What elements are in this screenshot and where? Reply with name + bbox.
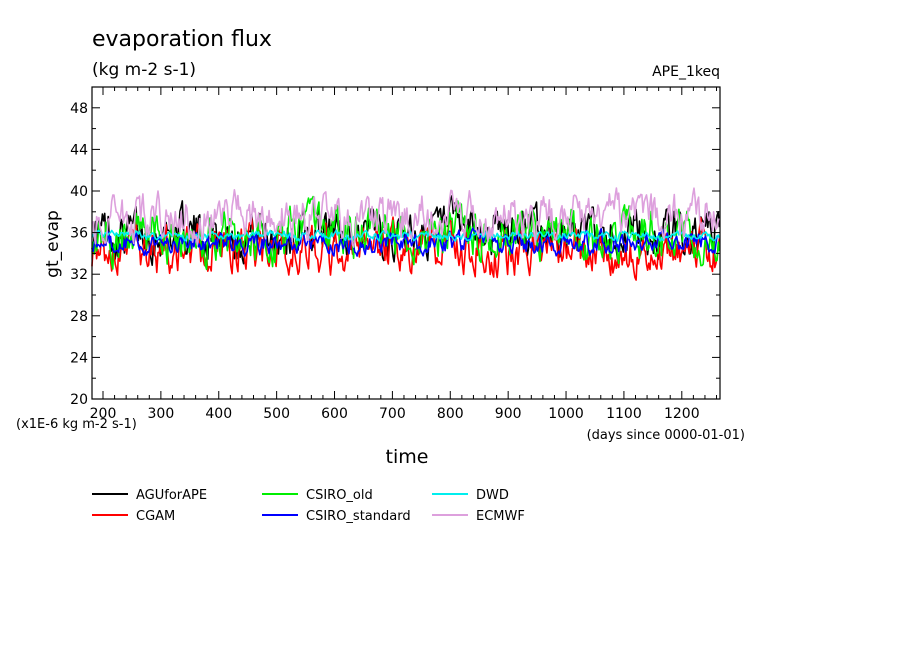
y-tick-label: 36 xyxy=(70,226,88,242)
axis-ticks xyxy=(92,86,720,400)
series-line-ecmwf xyxy=(91,187,721,248)
x-tick-label: 500 xyxy=(263,406,290,422)
x-tick-label: 600 xyxy=(321,406,348,422)
y-tick-label: 40 xyxy=(70,184,88,200)
legend-label-ecmwf: ECMWF xyxy=(476,509,525,524)
x-tick-label: 900 xyxy=(495,406,522,422)
legend-label-csiro-old: CSIRO_old xyxy=(306,488,373,503)
x-axis-label: time xyxy=(386,446,429,468)
x-tick-label: 700 xyxy=(379,406,406,422)
series-line-dwd xyxy=(91,229,721,242)
y-tick-label: 28 xyxy=(70,309,88,325)
legend-label-cgam: CGAM xyxy=(136,509,175,524)
x-unit-note: (days since 0000-01-01) xyxy=(587,428,745,443)
run-label: APE_1keq xyxy=(652,64,720,80)
y-axis-label: gt_evap xyxy=(43,210,63,278)
series-lines xyxy=(91,187,721,281)
legend-label-aguforape: AGUforAPE xyxy=(136,488,207,503)
y-tick-label: 20 xyxy=(70,392,88,408)
legend-label-csiro-standard: CSIRO_standard xyxy=(306,509,411,524)
y-unit-note: (x1E-6 kg m-2 s-1) xyxy=(16,417,137,432)
x-tick-label: 1100 xyxy=(606,406,642,422)
chart-subtitle: (kg m-2 s-1) xyxy=(92,60,196,80)
legend-label-dwd: DWD xyxy=(476,488,509,503)
x-tick-label: 1000 xyxy=(548,406,584,422)
axis-tick-labels: 200 300 400 500 600 700 800 900 1000 1100 1200 20 24… xyxy=(70,101,699,422)
x-tick-label: 1200 xyxy=(664,406,700,422)
plot-frame xyxy=(91,86,721,400)
y-tick-label: 44 xyxy=(70,142,88,158)
x-tick-label: 800 xyxy=(437,406,464,422)
y-tick-label: 24 xyxy=(70,350,88,366)
x-tick-label: 200 xyxy=(90,406,117,422)
chart-title: evaporation flux xyxy=(92,27,272,52)
legend: AGUforAPE CGAM CSIRO_old CSIRO_standard DWD E… xyxy=(92,488,525,524)
y-tick-label: 32 xyxy=(70,267,88,283)
y-tick-label: 48 xyxy=(70,101,88,117)
x-tick-label: 300 xyxy=(148,406,175,422)
x-tick-label: 400 xyxy=(205,406,232,422)
